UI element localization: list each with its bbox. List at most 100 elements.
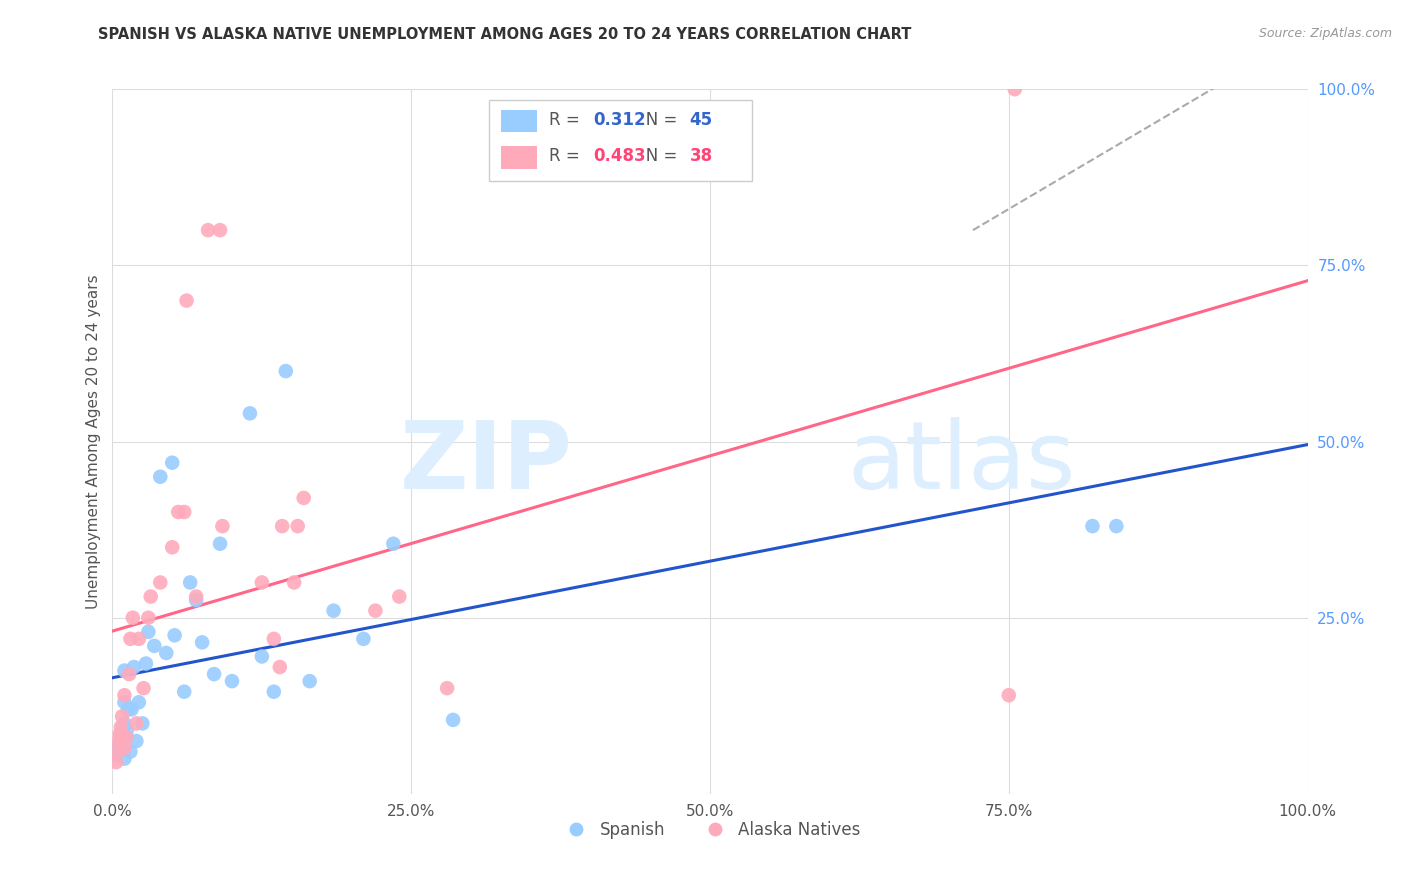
Point: [121, 610, 143, 624]
Point: [120, 745, 142, 759]
Point: [107, 741, 129, 756]
Y-axis label: Unemployment Among Ages 20 to 24 years: Unemployment Among Ages 20 to 24 years: [86, 274, 101, 609]
Point: [114, 731, 135, 745]
Point: [138, 624, 160, 639]
Point: [155, 646, 177, 660]
Point: [120, 632, 142, 646]
Point: [202, 667, 225, 681]
Point: [382, 537, 405, 551]
Point: [167, 505, 190, 519]
Text: R =: R =: [548, 111, 585, 128]
Point: [107, 734, 129, 748]
FancyBboxPatch shape: [501, 146, 537, 169]
Point: [131, 716, 153, 731]
Point: [114, 716, 135, 731]
Point: [292, 491, 315, 505]
Point: [118, 667, 141, 681]
Point: [1004, 82, 1026, 96]
Point: [263, 632, 285, 646]
Point: [111, 709, 134, 723]
Point: [128, 632, 150, 646]
Text: 45: 45: [690, 111, 713, 128]
Point: [322, 604, 344, 618]
Point: [239, 406, 262, 420]
Point: [125, 716, 148, 731]
Point: [117, 702, 139, 716]
Text: ZIP: ZIP: [399, 417, 572, 508]
Point: [162, 456, 183, 470]
Point: [250, 649, 273, 664]
Text: atlas: atlas: [848, 417, 1076, 508]
Point: [114, 688, 135, 702]
Point: [143, 639, 166, 653]
Point: [121, 702, 143, 716]
Point: [122, 660, 145, 674]
Point: [436, 681, 458, 696]
Text: Source: ZipAtlas.com: Source: ZipAtlas.com: [1258, 27, 1392, 40]
Point: [1081, 519, 1104, 533]
Point: [108, 738, 131, 752]
Text: N =: N =: [630, 147, 682, 165]
Point: [388, 590, 411, 604]
Point: [163, 628, 186, 642]
Point: [105, 745, 128, 759]
FancyBboxPatch shape: [501, 110, 537, 132]
Point: [149, 575, 172, 590]
Point: [186, 593, 208, 607]
Text: 0.312: 0.312: [593, 111, 645, 128]
Point: [250, 575, 273, 590]
Point: [186, 590, 208, 604]
Legend: Spanish, Alaska Natives: Spanish, Alaska Natives: [553, 814, 868, 846]
Point: [114, 695, 135, 709]
Point: [114, 751, 135, 765]
Text: 0.483: 0.483: [593, 147, 645, 165]
Point: [110, 734, 132, 748]
Point: [139, 590, 162, 604]
Point: [191, 635, 214, 649]
Point: [105, 745, 128, 759]
Point: [173, 505, 195, 519]
Point: [211, 519, 233, 533]
Point: [128, 695, 150, 709]
Point: [115, 731, 138, 745]
Point: [111, 727, 134, 741]
Point: [149, 469, 172, 483]
Point: [221, 674, 243, 689]
Point: [197, 223, 219, 237]
Text: 38: 38: [690, 147, 713, 165]
Point: [283, 575, 305, 590]
Point: [105, 755, 128, 769]
Point: [110, 720, 132, 734]
Text: N =: N =: [630, 111, 682, 128]
Point: [162, 541, 183, 555]
FancyBboxPatch shape: [489, 100, 752, 181]
Point: [105, 748, 128, 763]
Point: [274, 364, 297, 378]
Point: [441, 713, 464, 727]
Point: [112, 720, 135, 734]
Point: [115, 723, 138, 738]
Point: [179, 575, 201, 590]
Point: [176, 293, 198, 308]
Point: [263, 684, 285, 698]
Text: SPANISH VS ALASKA NATIVE UNEMPLOYMENT AMONG AGES 20 TO 24 YEARS CORRELATION CHAR: SPANISH VS ALASKA NATIVE UNEMPLOYMENT AM…: [98, 27, 912, 42]
Point: [114, 741, 135, 756]
Point: [287, 519, 309, 533]
Point: [269, 660, 291, 674]
Point: [132, 681, 155, 696]
Point: [114, 664, 135, 678]
Point: [138, 610, 160, 624]
Text: R =: R =: [548, 147, 585, 165]
Point: [352, 632, 374, 646]
Point: [1105, 519, 1128, 533]
Point: [209, 537, 232, 551]
Point: [125, 734, 148, 748]
Point: [173, 684, 195, 698]
Point: [209, 223, 232, 237]
Point: [271, 519, 294, 533]
Point: [298, 674, 321, 689]
Point: [108, 727, 131, 741]
Point: [364, 604, 387, 618]
Point: [135, 657, 157, 671]
Point: [998, 688, 1021, 702]
